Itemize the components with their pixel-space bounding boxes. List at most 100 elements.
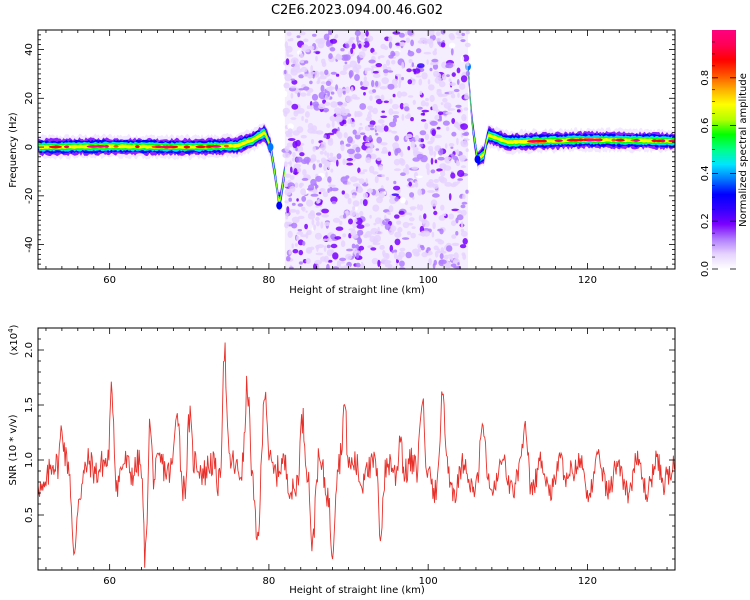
noise-blob xyxy=(388,108,394,116)
y-tick-label: 1.5 xyxy=(24,397,35,413)
noise-blob xyxy=(389,98,393,104)
noise-blob xyxy=(295,147,298,152)
noise-blob xyxy=(426,38,434,45)
noise-blob xyxy=(461,201,468,205)
noise-blob xyxy=(425,97,429,102)
noise-blob xyxy=(408,59,413,64)
noise-blob xyxy=(293,163,302,168)
noise-blob xyxy=(297,203,304,207)
noise-blob xyxy=(378,188,386,192)
noise-blob xyxy=(346,158,353,161)
noise-blob xyxy=(386,211,391,215)
noise-blob xyxy=(311,93,319,101)
noise-blob xyxy=(442,97,448,103)
noise-blob xyxy=(431,231,435,238)
noise-blob xyxy=(356,224,365,229)
noise-blob xyxy=(400,197,406,204)
noise-blob xyxy=(365,30,369,37)
noise-blob xyxy=(345,95,353,103)
y-tick-label: 0 xyxy=(24,144,35,150)
noise-blob xyxy=(442,213,447,217)
noise-blob xyxy=(457,209,462,214)
ridge-peak xyxy=(474,155,481,164)
noise-blob xyxy=(434,250,439,258)
noise-blob xyxy=(455,104,462,108)
noise-blob xyxy=(448,90,452,95)
noise-blob xyxy=(358,51,366,59)
noise-blob xyxy=(339,257,347,262)
noise-blob xyxy=(302,169,307,176)
noise-blob xyxy=(318,91,327,100)
noise-blob xyxy=(327,91,330,97)
noise-blob xyxy=(285,45,293,53)
noise-blob xyxy=(394,214,400,219)
noise-blob xyxy=(447,254,455,257)
noise-blob xyxy=(420,100,426,107)
noise-blob xyxy=(393,180,397,185)
spectrogram-panel: 60 80 100 120 -40 -20 0 20 40 Height of straight… xyxy=(8,29,676,296)
noise-blob xyxy=(460,75,468,83)
noise-blob xyxy=(405,164,409,169)
noise-blob xyxy=(355,252,360,259)
noise-blob xyxy=(294,243,299,247)
x-tick-label: 60 xyxy=(103,275,116,286)
noise-blob xyxy=(434,159,438,164)
noise-blob xyxy=(363,41,370,48)
y-tick-label: -20 xyxy=(24,188,35,204)
noise-blob xyxy=(324,101,331,106)
noise-blob xyxy=(383,100,389,104)
noise-blob xyxy=(300,92,307,97)
noise-blob xyxy=(464,42,471,48)
noise-blob xyxy=(391,103,399,110)
noise-blob xyxy=(456,160,459,164)
noise-blob xyxy=(335,116,343,123)
noise-blob xyxy=(353,96,361,100)
noise-blob xyxy=(320,72,325,77)
noise-blob xyxy=(464,92,469,100)
noise-blob xyxy=(395,262,399,267)
noise-blob xyxy=(372,107,378,115)
colorbar-tick-label: 0.0 xyxy=(700,261,711,277)
noise-blob xyxy=(428,258,432,266)
noise-blob xyxy=(293,168,298,175)
noise-blob xyxy=(455,231,459,236)
noise-blob xyxy=(359,122,363,126)
noise-blob xyxy=(326,237,333,242)
noise-blob xyxy=(388,36,393,42)
noise-blob xyxy=(365,157,372,164)
noise-blob xyxy=(398,210,405,215)
noise-blob xyxy=(336,101,343,106)
noise-blob xyxy=(460,204,466,209)
noise-blob xyxy=(465,148,469,153)
noise-blob xyxy=(310,193,319,197)
noise-blob xyxy=(349,176,358,183)
noise-blob xyxy=(427,141,433,145)
noise-blob xyxy=(410,117,414,122)
noise-blob xyxy=(332,217,341,223)
noise-blob xyxy=(306,105,311,110)
noise-blob xyxy=(435,37,442,42)
noise-blob xyxy=(354,74,360,81)
noise-blob xyxy=(310,65,314,73)
noise-blob xyxy=(289,209,297,213)
noise-blob xyxy=(352,206,356,211)
noise-blob xyxy=(375,217,381,225)
noise-blob xyxy=(424,122,429,130)
noise-blob xyxy=(299,31,306,36)
noise-blob xyxy=(421,109,430,113)
ridge-peak xyxy=(611,138,616,142)
noise-blob xyxy=(409,206,417,210)
noise-blob xyxy=(365,231,372,238)
noise-blob xyxy=(429,94,435,103)
noise-blob xyxy=(336,130,341,137)
noise-blob xyxy=(457,262,460,266)
noise-blob xyxy=(325,40,331,47)
noise-blob xyxy=(364,223,371,227)
noise-blob xyxy=(365,136,370,142)
noise-blob xyxy=(384,218,391,222)
noise-blob xyxy=(345,43,350,48)
noise-blob xyxy=(367,35,374,42)
noise-blob xyxy=(296,35,301,39)
noise-blob xyxy=(346,162,354,166)
noise-blob xyxy=(358,238,363,244)
